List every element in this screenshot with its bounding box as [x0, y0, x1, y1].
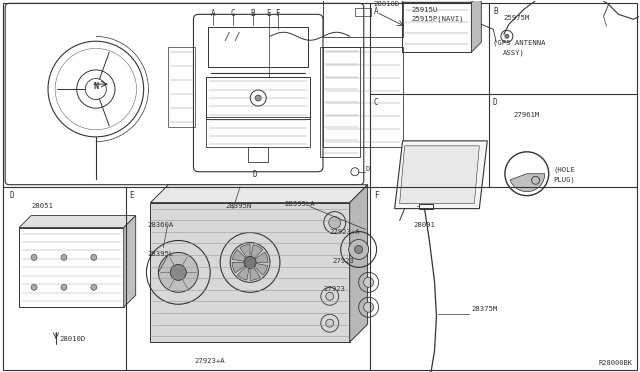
Text: 27923+A: 27923+A — [329, 228, 360, 234]
Text: D: D — [253, 170, 257, 179]
Circle shape — [349, 240, 369, 259]
Circle shape — [159, 253, 198, 292]
Wedge shape — [240, 244, 250, 262]
Text: N: N — [93, 81, 99, 90]
Text: R28000BK: R28000BK — [599, 360, 633, 366]
Text: PLUG): PLUG) — [554, 177, 575, 183]
Text: 28375M: 28375M — [471, 306, 498, 312]
Text: 28395LA: 28395LA — [284, 201, 315, 206]
Circle shape — [355, 246, 363, 253]
Text: 25915U: 25915U — [412, 7, 438, 13]
Bar — [355, 8, 371, 16]
Wedge shape — [250, 262, 268, 275]
Text: 27923: 27923 — [333, 259, 355, 264]
Text: A: A — [374, 7, 378, 16]
Circle shape — [91, 254, 97, 260]
Circle shape — [61, 284, 67, 290]
Wedge shape — [250, 245, 263, 262]
Circle shape — [230, 243, 270, 282]
Polygon shape — [349, 185, 367, 342]
Text: 27923+A: 27923+A — [195, 358, 225, 364]
Bar — [320, 47, 360, 157]
Circle shape — [91, 284, 97, 290]
Text: 28360A: 28360A — [147, 222, 173, 228]
Circle shape — [170, 264, 186, 280]
Text: C: C — [374, 98, 378, 107]
Text: 28091: 28091 — [413, 222, 435, 228]
Text: 28010D: 28010D — [59, 336, 85, 342]
Text: 28051: 28051 — [31, 203, 53, 209]
Bar — [248, 147, 268, 162]
Text: (GPS ANTENNA: (GPS ANTENNA — [493, 39, 545, 46]
Polygon shape — [471, 0, 481, 52]
Text: 28010D: 28010D — [374, 1, 400, 7]
Text: 28395N: 28395N — [225, 203, 252, 209]
Bar — [419, 203, 433, 209]
Wedge shape — [237, 262, 250, 280]
Bar — [168, 47, 195, 127]
Text: B: B — [493, 7, 497, 16]
Text: E: E — [266, 9, 271, 18]
Text: 28395L: 28395L — [147, 251, 173, 257]
Wedge shape — [232, 250, 250, 262]
Bar — [207, 117, 310, 147]
Wedge shape — [250, 252, 268, 262]
Text: A: A — [211, 9, 215, 18]
Text: C: C — [230, 9, 235, 18]
Circle shape — [326, 292, 333, 300]
Circle shape — [505, 34, 509, 38]
Circle shape — [326, 319, 333, 327]
Circle shape — [31, 254, 37, 260]
Circle shape — [31, 284, 37, 290]
Wedge shape — [250, 262, 260, 280]
Circle shape — [364, 302, 374, 312]
Polygon shape — [150, 203, 349, 342]
Text: /: / — [234, 32, 240, 42]
Polygon shape — [402, 0, 481, 2]
Text: (HOLE: (HOLE — [554, 167, 575, 173]
Circle shape — [329, 217, 340, 228]
Bar — [323, 47, 403, 147]
Wedge shape — [510, 174, 545, 192]
Circle shape — [61, 254, 67, 260]
Text: 25975M: 25975M — [504, 15, 530, 21]
Text: D: D — [9, 191, 14, 200]
Bar — [209, 27, 308, 67]
Circle shape — [255, 95, 261, 101]
Polygon shape — [395, 141, 487, 209]
Text: F: F — [275, 9, 280, 18]
Text: ASSY): ASSY) — [503, 49, 525, 56]
Polygon shape — [124, 216, 136, 307]
Bar — [402, 2, 471, 52]
Text: D: D — [493, 98, 497, 107]
Bar — [207, 77, 310, 119]
Wedge shape — [232, 262, 250, 273]
Polygon shape — [150, 185, 367, 203]
Bar — [19, 228, 124, 307]
Circle shape — [364, 278, 374, 287]
Text: 27923: 27923 — [323, 286, 345, 292]
Text: 25915P(NAVI): 25915P(NAVI) — [412, 15, 464, 22]
Text: /: / — [223, 32, 230, 42]
Text: E: E — [129, 191, 134, 200]
Text: B: B — [250, 9, 255, 18]
Circle shape — [244, 256, 256, 268]
Text: F: F — [374, 191, 378, 200]
Polygon shape — [19, 216, 136, 228]
Text: D: D — [366, 166, 370, 172]
Text: 27961M: 27961M — [514, 112, 540, 118]
Bar — [323, 0, 403, 37]
Polygon shape — [399, 146, 479, 203]
